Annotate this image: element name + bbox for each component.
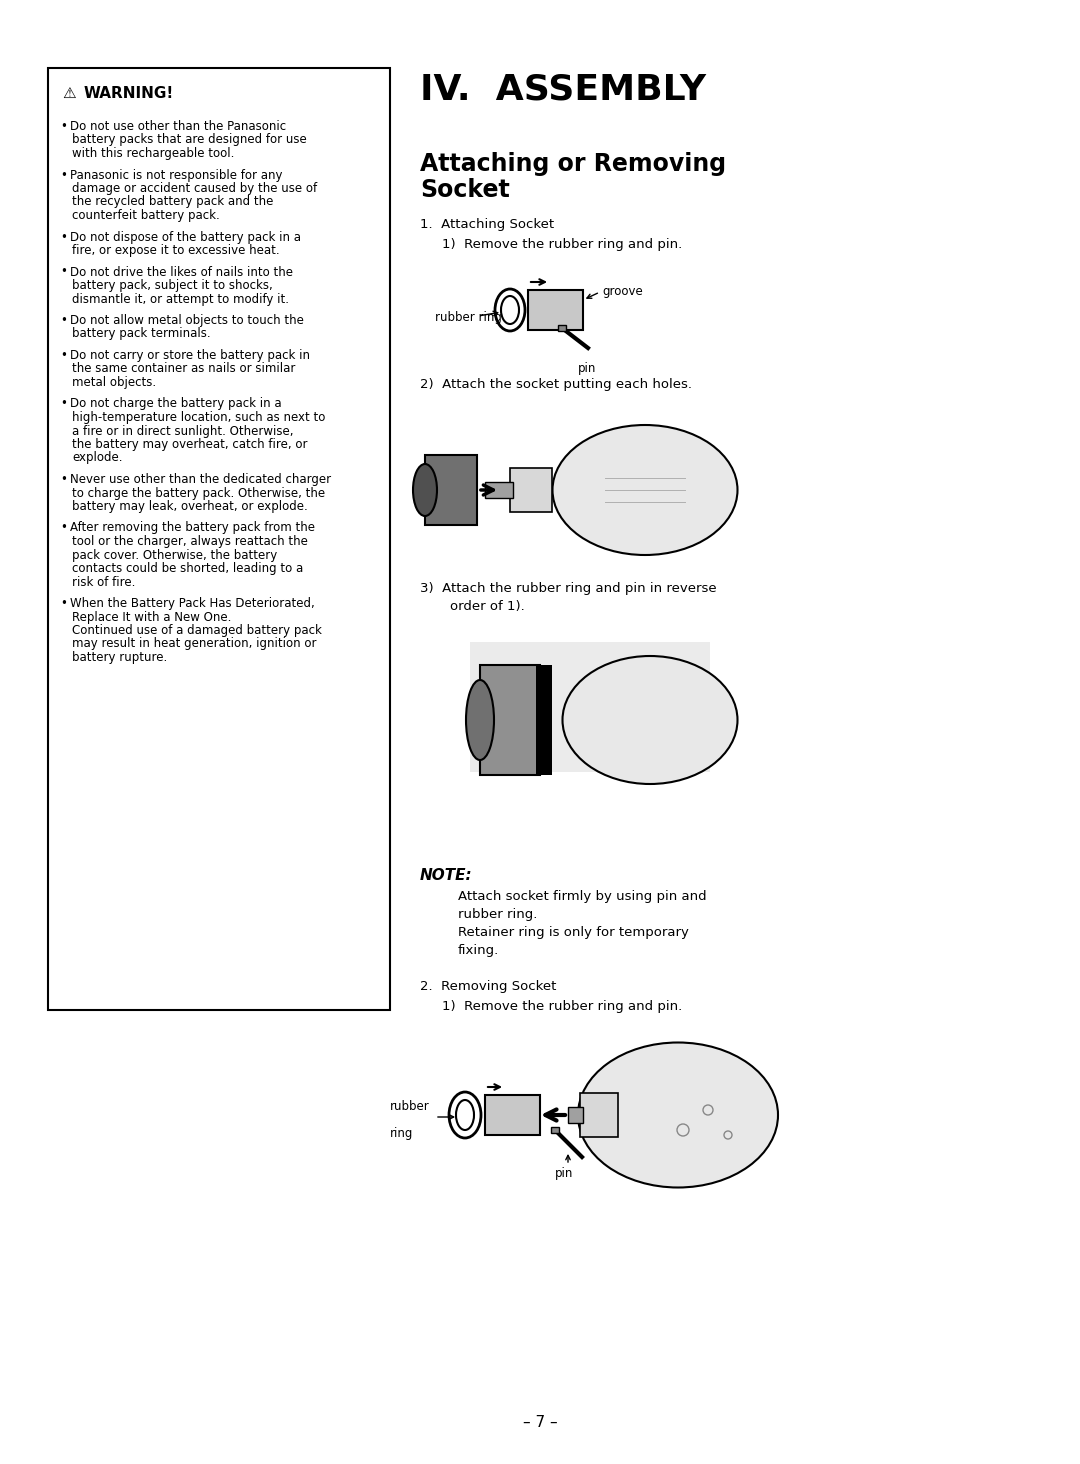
Text: pack cover. Otherwise, the battery: pack cover. Otherwise, the battery <box>72 549 278 562</box>
Text: rubber: rubber <box>390 1099 430 1113</box>
Text: rubber ring.: rubber ring. <box>458 908 538 921</box>
Ellipse shape <box>456 1099 474 1130</box>
Text: Socket: Socket <box>420 179 510 202</box>
FancyBboxPatch shape <box>426 455 477 526</box>
Text: – 7 –: – 7 – <box>523 1416 557 1430</box>
FancyBboxPatch shape <box>551 1127 559 1133</box>
Text: 2)  Attach the socket putting each holes.: 2) Attach the socket putting each holes. <box>420 378 692 391</box>
Text: •: • <box>60 120 67 133</box>
FancyBboxPatch shape <box>485 1095 540 1135</box>
Text: IV.  ASSEMBLY: IV. ASSEMBLY <box>420 72 706 105</box>
Text: Panasonic is not responsible for any: Panasonic is not responsible for any <box>70 168 283 182</box>
Text: Do not dispose of the battery pack in a: Do not dispose of the battery pack in a <box>70 230 301 243</box>
Text: the same container as nails or similar: the same container as nails or similar <box>72 363 295 375</box>
Text: 1)  Remove the rubber ring and pin.: 1) Remove the rubber ring and pin. <box>442 239 683 250</box>
FancyBboxPatch shape <box>48 67 390 1010</box>
Text: •: • <box>60 398 67 410</box>
FancyBboxPatch shape <box>568 1107 583 1123</box>
Ellipse shape <box>495 288 525 331</box>
FancyBboxPatch shape <box>510 468 552 512</box>
Text: After removing the battery pack from the: After removing the battery pack from the <box>70 521 315 534</box>
Text: tool or the charger, always reattach the: tool or the charger, always reattach the <box>72 534 308 548</box>
Text: pin: pin <box>555 1167 573 1180</box>
Text: Replace It with a New One.: Replace It with a New One. <box>72 610 231 624</box>
FancyBboxPatch shape <box>558 325 566 331</box>
Text: to charge the battery pack. Otherwise, the: to charge the battery pack. Otherwise, t… <box>72 486 325 499</box>
Text: dismantle it, or attempt to modify it.: dismantle it, or attempt to modify it. <box>72 293 289 306</box>
Text: battery may leak, overheat, or explode.: battery may leak, overheat, or explode. <box>72 501 308 512</box>
Text: Do not charge the battery pack in a: Do not charge the battery pack in a <box>70 398 282 410</box>
Text: battery pack, subject it to shocks,: battery pack, subject it to shocks, <box>72 280 273 291</box>
Text: •: • <box>60 597 67 610</box>
Text: •: • <box>60 521 67 534</box>
Text: •: • <box>60 313 67 326</box>
FancyBboxPatch shape <box>485 482 513 498</box>
Text: ring: ring <box>390 1127 414 1140</box>
Text: Attaching or Removing: Attaching or Removing <box>420 152 726 176</box>
Text: Retainer ring is only for temporary: Retainer ring is only for temporary <box>458 927 689 938</box>
Text: a fire or in direct sunlight. Otherwise,: a fire or in direct sunlight. Otherwise, <box>72 425 294 438</box>
Text: order of 1).: order of 1). <box>450 600 525 613</box>
Text: fixing.: fixing. <box>458 944 499 957</box>
Text: rubber ring: rubber ring <box>435 312 502 325</box>
Text: battery rupture.: battery rupture. <box>72 651 167 665</box>
Text: the recycled battery pack and the: the recycled battery pack and the <box>72 196 273 208</box>
FancyBboxPatch shape <box>580 1094 618 1138</box>
Ellipse shape <box>465 679 494 760</box>
Text: battery packs that are designed for use: battery packs that are designed for use <box>72 133 307 146</box>
Text: Do not carry or store the battery pack in: Do not carry or store the battery pack i… <box>70 348 310 362</box>
FancyBboxPatch shape <box>528 290 583 329</box>
Text: Do not use other than the Panasonic: Do not use other than the Panasonic <box>70 120 286 133</box>
Ellipse shape <box>449 1092 481 1138</box>
Ellipse shape <box>413 464 437 515</box>
Text: NOTE:: NOTE: <box>420 868 473 883</box>
Ellipse shape <box>578 1042 778 1187</box>
Text: contacts could be shorted, leading to a: contacts could be shorted, leading to a <box>72 562 303 575</box>
FancyBboxPatch shape <box>470 643 710 772</box>
Text: fire, or expose it to excessive heat.: fire, or expose it to excessive heat. <box>72 244 280 258</box>
Text: may result in heat generation, ignition or: may result in heat generation, ignition … <box>72 637 316 650</box>
FancyBboxPatch shape <box>536 665 552 774</box>
Text: WARNING!: WARNING! <box>84 86 174 101</box>
Text: damage or accident caused by the use of: damage or accident caused by the use of <box>72 182 318 195</box>
Text: Continued use of a damaged battery pack: Continued use of a damaged battery pack <box>72 624 322 637</box>
Text: Attach socket firmly by using pin and: Attach socket firmly by using pin and <box>458 890 706 903</box>
Text: Never use other than the dedicated charger: Never use other than the dedicated charg… <box>70 473 332 486</box>
Text: battery pack terminals.: battery pack terminals. <box>72 328 211 341</box>
Text: •: • <box>60 265 67 278</box>
Text: 1.  Attaching Socket: 1. Attaching Socket <box>420 218 554 231</box>
Text: Do not allow metal objects to touch the: Do not allow metal objects to touch the <box>70 313 303 326</box>
Text: pin: pin <box>578 362 596 375</box>
Text: groove: groove <box>602 285 643 299</box>
Text: •: • <box>60 230 67 243</box>
Text: metal objects.: metal objects. <box>72 376 157 389</box>
Text: risk of fire.: risk of fire. <box>72 575 135 589</box>
Text: Do not drive the likes of nails into the: Do not drive the likes of nails into the <box>70 265 293 278</box>
Text: 2.  Removing Socket: 2. Removing Socket <box>420 979 556 993</box>
Ellipse shape <box>501 296 519 324</box>
Text: explode.: explode. <box>72 451 122 464</box>
Text: •: • <box>60 168 67 182</box>
Text: ⚠: ⚠ <box>62 86 76 101</box>
Text: When the Battery Pack Has Deteriorated,: When the Battery Pack Has Deteriorated, <box>70 597 314 610</box>
Text: the battery may overheat, catch fire, or: the battery may overheat, catch fire, or <box>72 438 308 451</box>
Text: 1)  Remove the rubber ring and pin.: 1) Remove the rubber ring and pin. <box>442 1000 683 1013</box>
Text: 3)  Attach the rubber ring and pin in reverse: 3) Attach the rubber ring and pin in rev… <box>420 583 717 594</box>
Text: •: • <box>60 473 67 486</box>
Text: counterfeit battery pack.: counterfeit battery pack. <box>72 209 219 223</box>
Text: •: • <box>60 348 67 362</box>
Ellipse shape <box>553 425 738 555</box>
Ellipse shape <box>563 656 738 785</box>
Text: with this rechargeable tool.: with this rechargeable tool. <box>72 146 234 160</box>
Text: high-temperature location, such as next to: high-temperature location, such as next … <box>72 411 325 425</box>
FancyBboxPatch shape <box>480 665 540 774</box>
